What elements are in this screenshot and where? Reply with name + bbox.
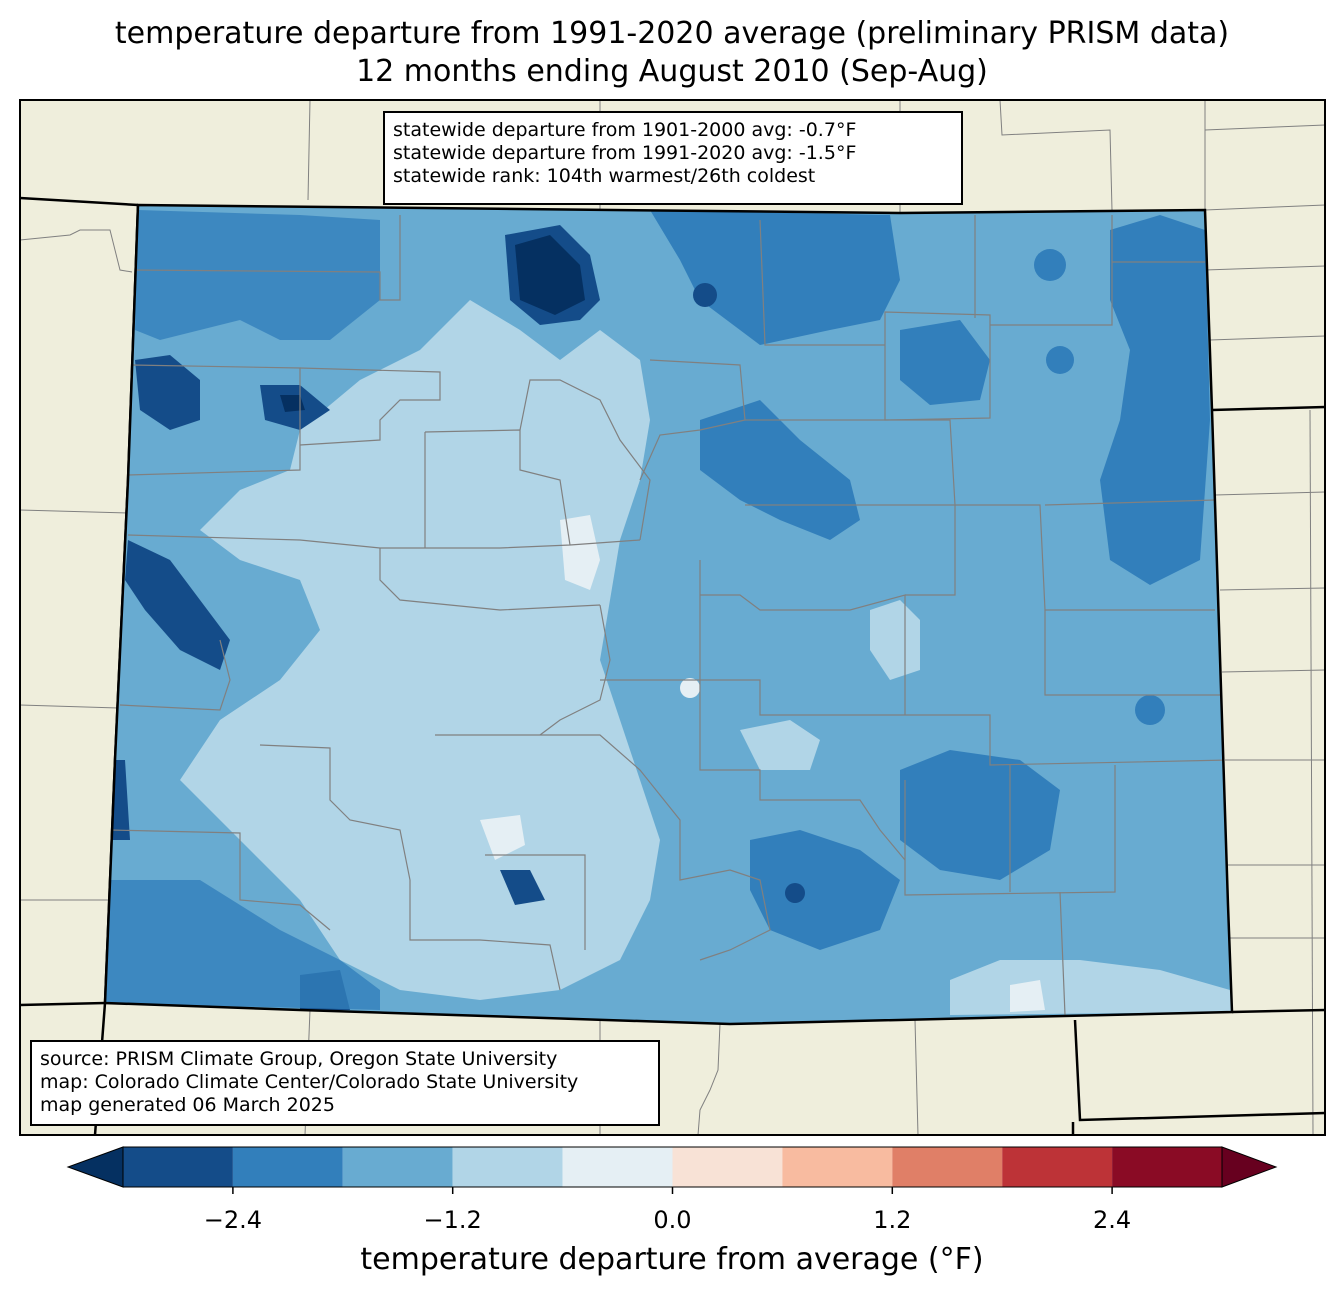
sanjuan-cold-core (500, 870, 545, 905)
west-cold-core (125, 540, 230, 670)
northeast-cold-region (1100, 215, 1210, 585)
colorbar-tick-label: −1.2 (423, 1206, 482, 1234)
colorbar-tick-label: 2.4 (1093, 1206, 1132, 1234)
county-lines (109, 215, 1231, 1016)
map-frame (19, 99, 1326, 1136)
colorbar-cell (562, 1147, 673, 1187)
east-cold-region (650, 210, 900, 345)
colorbar-over-arrow (1221, 1146, 1278, 1188)
colorbar-cell (342, 1147, 453, 1187)
east-mid-cold-region (900, 320, 990, 405)
stats-departure-1901-2000: statewide departure from 1901-2000 avg: … (393, 119, 857, 141)
colorado-state-border (103, 203, 1234, 1026)
map-title-line1: temperature departure from 1991-2020 ave… (114, 16, 1230, 51)
north-park-coldest-core (515, 235, 585, 315)
colorbar-cell (672, 1147, 783, 1187)
southeast-cold-region (900, 750, 1060, 880)
near-normal-patch (1010, 980, 1045, 1012)
northwest-cold-region (135, 210, 380, 340)
generated-date: map generated 06 March 2025 (40, 1094, 335, 1116)
map-title-line2: 12 months ending August 2010 (Sep-Aug) (356, 54, 988, 89)
colorbar-cell (1002, 1147, 1113, 1187)
near-normal-patch (560, 515, 600, 590)
colorbar-cell (232, 1147, 343, 1187)
colorbar-cell (452, 1147, 563, 1187)
stats-departure-1991-2020: statewide departure from 1991-2020 avg: … (393, 142, 857, 164)
northwest-cold-core (135, 355, 200, 430)
south-central-cold-region (750, 830, 900, 950)
colorbar-tick-label: −2.4 (203, 1206, 263, 1234)
colorbar-label: temperature departure from average (°F) (360, 1242, 984, 1277)
colorbar-tick-label: 1.2 (873, 1206, 912, 1234)
source-info-box: source: PRISM Climate Group, Oregon Stat… (30, 1040, 660, 1126)
statewide-stats-box: statewide departure from 1901-2000 avg: … (383, 111, 963, 205)
raton-light-region (740, 720, 820, 770)
colorbar-cell (782, 1147, 893, 1187)
northeast-extreme-core (693, 283, 717, 307)
map-credit: map: Colorado Climate Center/Colorado St… (40, 1071, 579, 1093)
colorbar-under-arrow (66, 1146, 124, 1188)
near-normal-patch (480, 815, 525, 860)
colorbar-cell (123, 1147, 233, 1187)
stats-rank: statewide rank: 104th warmest/26th colde… (393, 165, 816, 187)
cold-spot (1034, 249, 1066, 281)
colorbar-tick-label: 0.0 (653, 1206, 692, 1234)
colorbar-cell (892, 1147, 1003, 1187)
east-plains-light-region (870, 600, 920, 680)
southwest-cold-region (105, 880, 380, 1010)
near-normal-patch (680, 678, 700, 698)
northwest-extreme-core (280, 395, 305, 412)
cold-spot (1135, 695, 1165, 725)
cold-spot (1046, 346, 1074, 374)
source-credit: source: PRISM Climate Group, Oregon Stat… (40, 1048, 558, 1070)
southeast-extreme-core (785, 883, 805, 903)
colorbar-cell (1112, 1147, 1222, 1187)
